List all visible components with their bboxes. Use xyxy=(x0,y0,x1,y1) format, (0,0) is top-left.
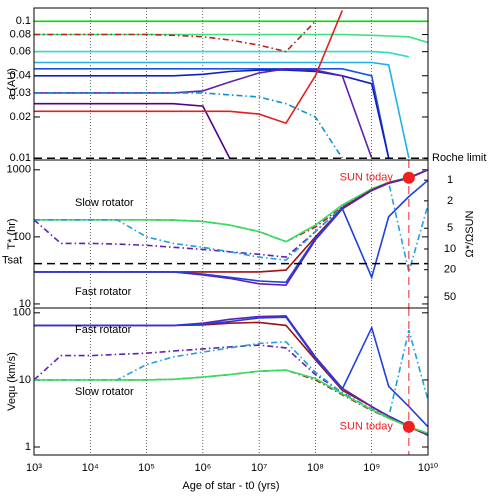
y-tick-label: 0.06 xyxy=(10,46,31,58)
y-tick-label: 0.01 xyxy=(10,152,31,164)
series-group xyxy=(34,169,428,287)
y-tick-label: 0.03 xyxy=(10,87,31,99)
reference-label: Tsat xyxy=(2,254,22,266)
y2-tick-label: 50 xyxy=(444,291,456,303)
series-group xyxy=(34,315,428,436)
x-tick-label: 10⁷ xyxy=(251,462,267,474)
y-tick-label: 0.08 xyxy=(10,28,31,40)
x-tick-label: 10⁵ xyxy=(138,462,155,474)
y-tick-label: 10 xyxy=(19,374,31,386)
y2-axis-label: Ω*/ΩSUN xyxy=(464,210,476,257)
y-axis-label: T* (hr) xyxy=(6,218,18,249)
series-group xyxy=(34,10,428,159)
x-axis-label: Age of star - t0 (yrs) xyxy=(182,480,279,492)
series-line xyxy=(34,316,428,428)
y-tick-label: 1000 xyxy=(7,164,31,176)
x-tick-label: 10⁴ xyxy=(82,462,99,474)
y-axis-label: a (AU) xyxy=(6,68,18,100)
series-line xyxy=(34,321,428,436)
y-axis-label: Vequ (km/s) xyxy=(6,352,18,411)
series-line xyxy=(34,169,428,287)
series-line xyxy=(34,369,428,435)
sun-marker xyxy=(402,420,415,433)
x-tick-label: 10⁶ xyxy=(194,462,211,474)
panel: 10³ 10⁴ 10⁵ 10⁶ 10⁷ 10⁸ 10⁹ 10¹⁰ 1 10 100 Vequ (km/… xyxy=(6,307,439,492)
annotation: Fast rotator xyxy=(75,286,132,298)
series-line xyxy=(34,33,428,44)
y2-tick-label: 5 xyxy=(447,222,453,234)
panel: 10 100 1000 1 2 5 10 20 50 T* (hr) Ω*/ΩSUN Tsat Slow… xyxy=(2,159,476,310)
plot-frame xyxy=(33,307,429,456)
y-tick-label: 0.1 xyxy=(16,15,31,27)
y-tick-label: 1 xyxy=(25,441,31,453)
series-line xyxy=(34,69,390,159)
x-tick-label: 10⁸ xyxy=(307,462,324,474)
y-tick-label: 100 xyxy=(13,307,31,319)
y-tick-label: 0.04 xyxy=(10,70,31,82)
y2-tick-label: 20 xyxy=(444,264,456,276)
plot-frame xyxy=(33,7,429,161)
series-line xyxy=(34,50,410,58)
x-tick-label: 10³ xyxy=(26,462,42,474)
annotation: Slow rotator xyxy=(75,197,134,209)
series-line xyxy=(34,179,428,284)
y2-tick-label: 10 xyxy=(444,243,456,255)
series-line xyxy=(34,102,231,159)
y2-tick-label: 2 xyxy=(447,195,453,207)
annotation: Fast rotator xyxy=(75,324,132,336)
series-line xyxy=(34,61,410,159)
series-line xyxy=(34,92,343,159)
series-line xyxy=(34,20,316,53)
x-tick-label: 10¹⁰ xyxy=(418,462,439,474)
panel: 0.01 0.02 0.03 0.04 0.06 0.080.1 a (AU) Roche l… xyxy=(6,7,486,164)
y-tick-label: 10 xyxy=(19,298,31,310)
y-tick-label: 100 xyxy=(13,231,31,243)
y2-tick-label: 1 xyxy=(447,174,453,186)
sun-label: SUN today xyxy=(340,172,394,184)
sun-label: SUN today xyxy=(340,421,394,433)
x-tick-label: 10⁹ xyxy=(363,462,380,474)
y-tick-label: 0.02 xyxy=(10,111,31,123)
sun-marker xyxy=(402,171,415,184)
annotation: Slow rotator xyxy=(75,386,134,398)
series-line xyxy=(34,68,390,159)
series-line xyxy=(34,169,428,273)
reference-label: Roche limit xyxy=(432,152,486,164)
series-line xyxy=(34,10,344,125)
